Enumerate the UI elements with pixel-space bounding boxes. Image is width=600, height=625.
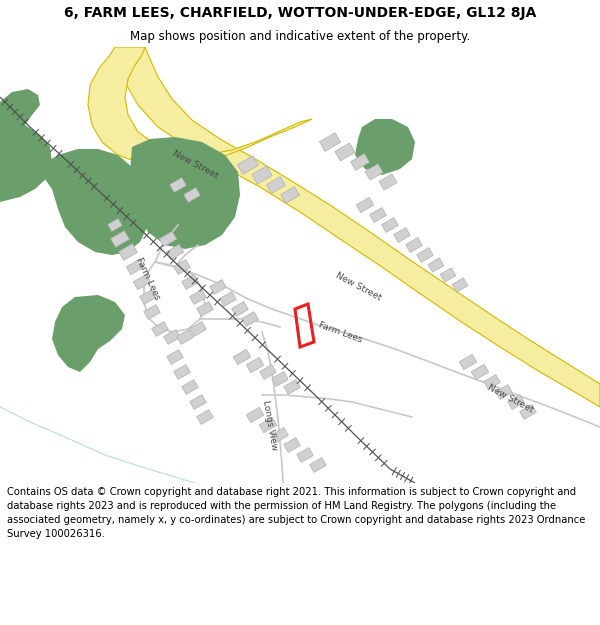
Bar [246,408,264,422]
Bar [266,177,286,193]
Bar [452,278,468,292]
Bar [252,166,272,184]
Bar [238,156,259,174]
Bar [350,154,370,171]
Bar [259,418,277,432]
Bar [190,289,206,304]
Bar [176,329,193,344]
Bar [260,364,277,379]
Polygon shape [42,149,148,255]
Bar [520,404,536,419]
Bar [440,268,456,282]
Bar [143,304,160,319]
Bar [197,302,214,316]
Text: New Street: New Street [334,271,382,302]
Bar [379,174,397,190]
Bar [272,428,289,442]
Bar [197,409,214,424]
Bar [394,228,410,242]
Bar [220,292,236,306]
Bar [246,357,264,372]
Polygon shape [0,89,52,202]
Bar [126,259,144,274]
Bar [182,274,199,289]
Text: 6, FARM LEES, CHARFIELD, WOTTON-UNDER-EDGE, GL12 8JA: 6, FARM LEES, CHARFIELD, WOTTON-UNDER-ED… [64,6,536,20]
Bar [496,384,512,399]
Bar [406,238,422,252]
Text: New Street: New Street [485,383,535,415]
Text: Farm Lees: Farm Lees [317,320,363,344]
Bar [173,364,190,379]
Bar [182,379,199,394]
Bar [356,198,374,212]
Bar [184,188,200,202]
Bar [296,448,313,462]
Bar [319,132,341,151]
Text: Map shows position and indicative extent of the property.: Map shows position and indicative extent… [130,30,470,43]
Polygon shape [115,47,600,407]
Bar [190,322,206,336]
Polygon shape [355,119,415,175]
Polygon shape [52,295,125,372]
Text: Farm Lees: Farm Lees [134,256,162,302]
Bar [159,231,177,247]
Bar [232,302,248,316]
Bar [170,177,187,192]
Text: Longs View: Longs View [261,399,279,451]
Bar [310,458,326,472]
Polygon shape [88,47,312,167]
Text: New Street: New Street [170,149,220,181]
Bar [173,259,190,274]
Bar [272,372,289,386]
Bar [365,164,383,180]
Bar [190,394,206,409]
Bar [110,231,130,248]
Bar [133,274,151,289]
Bar [416,248,433,262]
Bar [459,354,477,369]
Bar [471,364,489,379]
Bar [242,312,259,326]
Text: Contains OS data © Crown copyright and database right 2021. This information is : Contains OS data © Crown copyright and d… [7,488,586,539]
Bar [119,244,137,261]
Bar [281,187,299,203]
Bar [284,438,301,452]
Bar [284,379,301,394]
Bar [428,258,444,272]
Bar [508,394,524,409]
Bar [152,322,169,336]
Bar [209,279,226,294]
Bar [370,208,386,222]
Bar [140,289,157,304]
Bar [335,143,355,161]
Polygon shape [130,137,240,249]
Bar [108,219,122,231]
Bar [382,217,398,232]
Bar [166,244,184,259]
Bar [167,349,184,364]
Bar [233,349,251,364]
Bar [164,329,181,344]
Bar [484,374,500,389]
